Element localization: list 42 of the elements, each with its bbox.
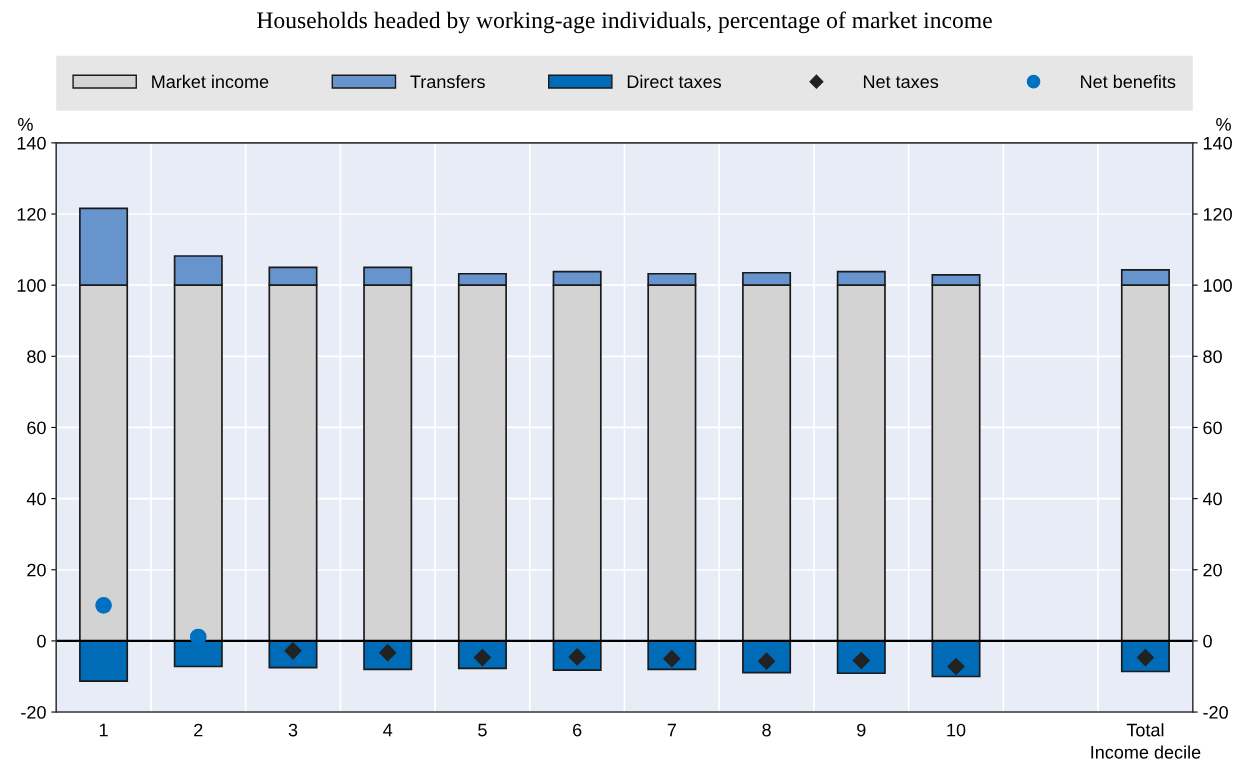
y2-tick-label: 40	[1202, 492, 1222, 506]
x-tick-label: 5	[478, 723, 487, 737]
point	[95, 596, 112, 614]
x-tick-label: 3	[288, 723, 298, 737]
y2-tick-label: 140	[1203, 136, 1232, 150]
y2-tick-label: 60	[1203, 421, 1222, 435]
y2-tick-label: 120	[1203, 207, 1232, 221]
x-tick-label: 4	[383, 723, 393, 737]
x-tick-label: 1	[99, 723, 108, 737]
legend-label: Net taxes	[863, 75, 939, 89]
y2-tick-label: 20	[1203, 563, 1222, 577]
y-tick-label: 40	[26, 492, 46, 506]
bar	[79, 640, 129, 682]
x-tick-label: 8	[762, 723, 771, 737]
y-tick-label: 80	[27, 350, 46, 364]
point	[189, 628, 207, 646]
x-tick-label: 10	[947, 723, 966, 737]
y2-tick-label: 80	[1203, 350, 1222, 364]
legend-label: Net benefits	[1081, 74, 1176, 89]
y-tick-label: 20	[27, 563, 46, 577]
x-axis-title: Income decile	[1091, 745, 1201, 759]
x-tick-label: 9	[857, 723, 866, 737]
x-tick-label: 6	[573, 723, 582, 737]
x-tick-label: 7	[667, 723, 676, 737]
y-tick-label: 120	[17, 207, 46, 221]
chart-title: Households headed by working-age individuals, percentage of market income	[257, 11, 992, 34]
bar	[931, 640, 981, 678]
legend-label: Direct taxes	[627, 74, 722, 89]
x-tick-label: 2	[194, 723, 203, 737]
y2-tick-label: 100	[1203, 279, 1232, 292]
legend-label: Market income	[152, 74, 269, 89]
y-tick-label: 0	[37, 634, 46, 648]
y2-tick-label: 0	[1203, 634, 1212, 648]
y2-tick-label: -20	[1203, 705, 1228, 719]
y2-axis-title: %	[1216, 118, 1231, 131]
y-tick-label: 100	[17, 279, 46, 292]
y-axis-title: %	[18, 118, 33, 131]
y-tick-label: 60	[27, 421, 46, 435]
x-tick-label: Total	[1126, 723, 1164, 737]
legend-label: Transfers	[410, 74, 485, 89]
y-tick-label: 140	[17, 136, 46, 150]
y-tick-label: -20	[21, 705, 46, 719]
